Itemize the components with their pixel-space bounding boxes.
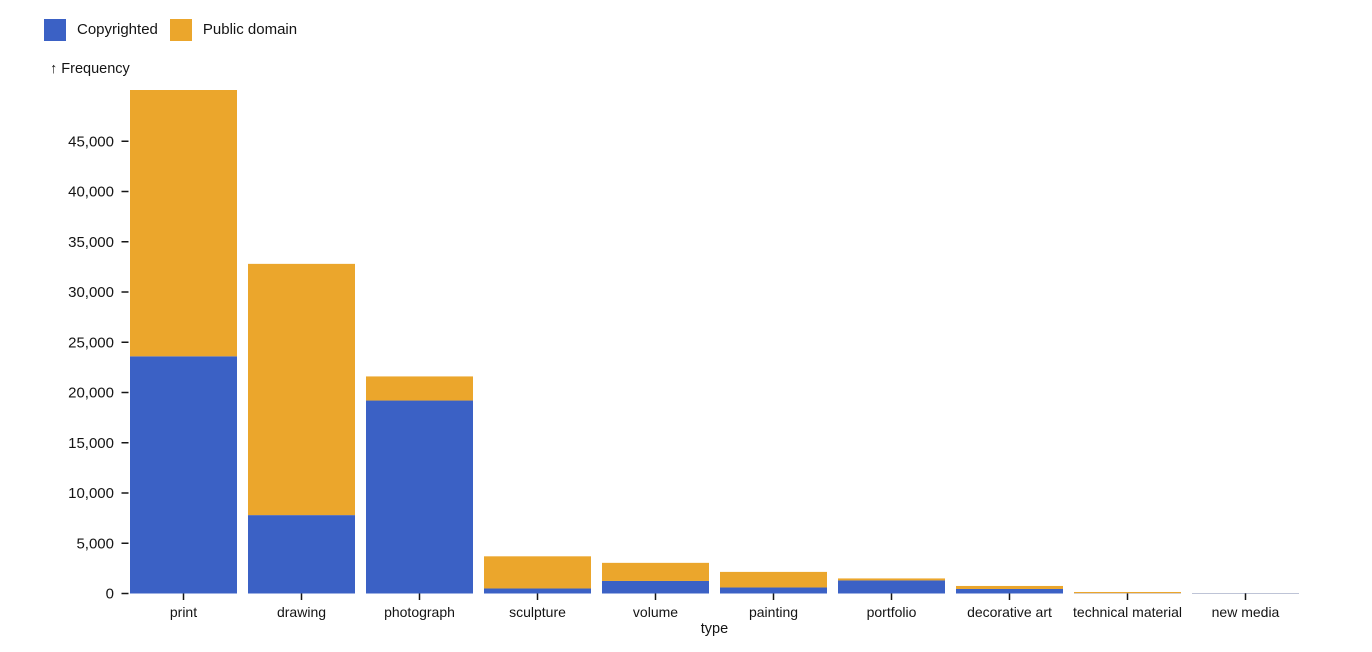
legend-label-public-domain: Public domain — [202, 21, 298, 38]
bar-segment-copyrighted-photograph — [366, 400, 473, 594]
x-tick-label: photograph — [384, 604, 455, 620]
bar-segment-copyrighted-volume — [602, 580, 709, 594]
x-axis-title: type — [701, 621, 728, 637]
y-tick-label: 15,000 — [68, 435, 114, 452]
y-tick-label: 40,000 — [68, 184, 114, 201]
legend: Copyrighted Public domain — [44, 19, 297, 41]
bar-segment-copyrighted-painting — [720, 587, 827, 594]
x-tick-label: drawing — [277, 604, 326, 620]
bar-segment-public-domain-drawing — [248, 263, 355, 516]
bar-segment-copyrighted-decorative-art — [956, 588, 1063, 594]
bar-segment-public-domain-volume — [602, 562, 709, 581]
bar-segment-copyrighted-sculpture — [484, 588, 591, 594]
y-tick-label: 10,000 — [68, 485, 114, 502]
bar-segment-public-domain-portfolio — [838, 578, 945, 581]
bar-segment-public-domain-decorative-art — [956, 585, 1063, 589]
legend-item-public-domain: Public domain — [169, 19, 298, 41]
y-tick-label: 25,000 — [68, 334, 114, 351]
legend-swatch-copyrighted — [44, 19, 66, 41]
y-axis-title: ↑ Frequency — [50, 61, 130, 77]
up-arrow-icon: ↑ — [50, 61, 58, 77]
y-tick-label: 20,000 — [68, 385, 114, 402]
x-tick-label: print — [170, 604, 197, 620]
bar-segment-copyrighted-portfolio — [838, 580, 945, 594]
y-tick-label: 0 — [106, 586, 114, 603]
y-tick-label: 5,000 — [76, 535, 114, 552]
bar-segment-public-domain-painting — [720, 571, 827, 588]
bar-segment-public-domain-photograph — [366, 376, 473, 401]
x-tick-label: sculpture — [509, 604, 566, 620]
x-tick-label: volume — [633, 604, 678, 620]
bar-segment-public-domain-technical-material — [1074, 591, 1181, 594]
legend-swatch-public-domain — [169, 19, 192, 41]
bar-segment-copyrighted-drawing — [248, 515, 355, 594]
bar-segment-public-domain-print — [130, 90, 237, 357]
y-tick-label: 30,000 — [68, 284, 114, 301]
x-tick-label: new media — [1212, 604, 1280, 620]
x-tick-label: painting — [749, 604, 798, 620]
legend-item-copyrighted: Copyrighted — [44, 19, 158, 41]
x-tick-label: portfolio — [867, 604, 917, 620]
legend-label-copyrighted: Copyrighted — [77, 21, 158, 38]
bar-segment-public-domain-sculpture — [484, 556, 591, 589]
bar-segment-copyrighted-print — [130, 356, 237, 594]
x-tick-label: decorative art — [967, 604, 1052, 620]
y-tick-label: 35,000 — [68, 234, 114, 251]
y-axis-title-text: Frequency — [61, 61, 130, 77]
y-tick-label: 45,000 — [68, 133, 114, 150]
x-tick-label: technical material — [1073, 604, 1182, 620]
